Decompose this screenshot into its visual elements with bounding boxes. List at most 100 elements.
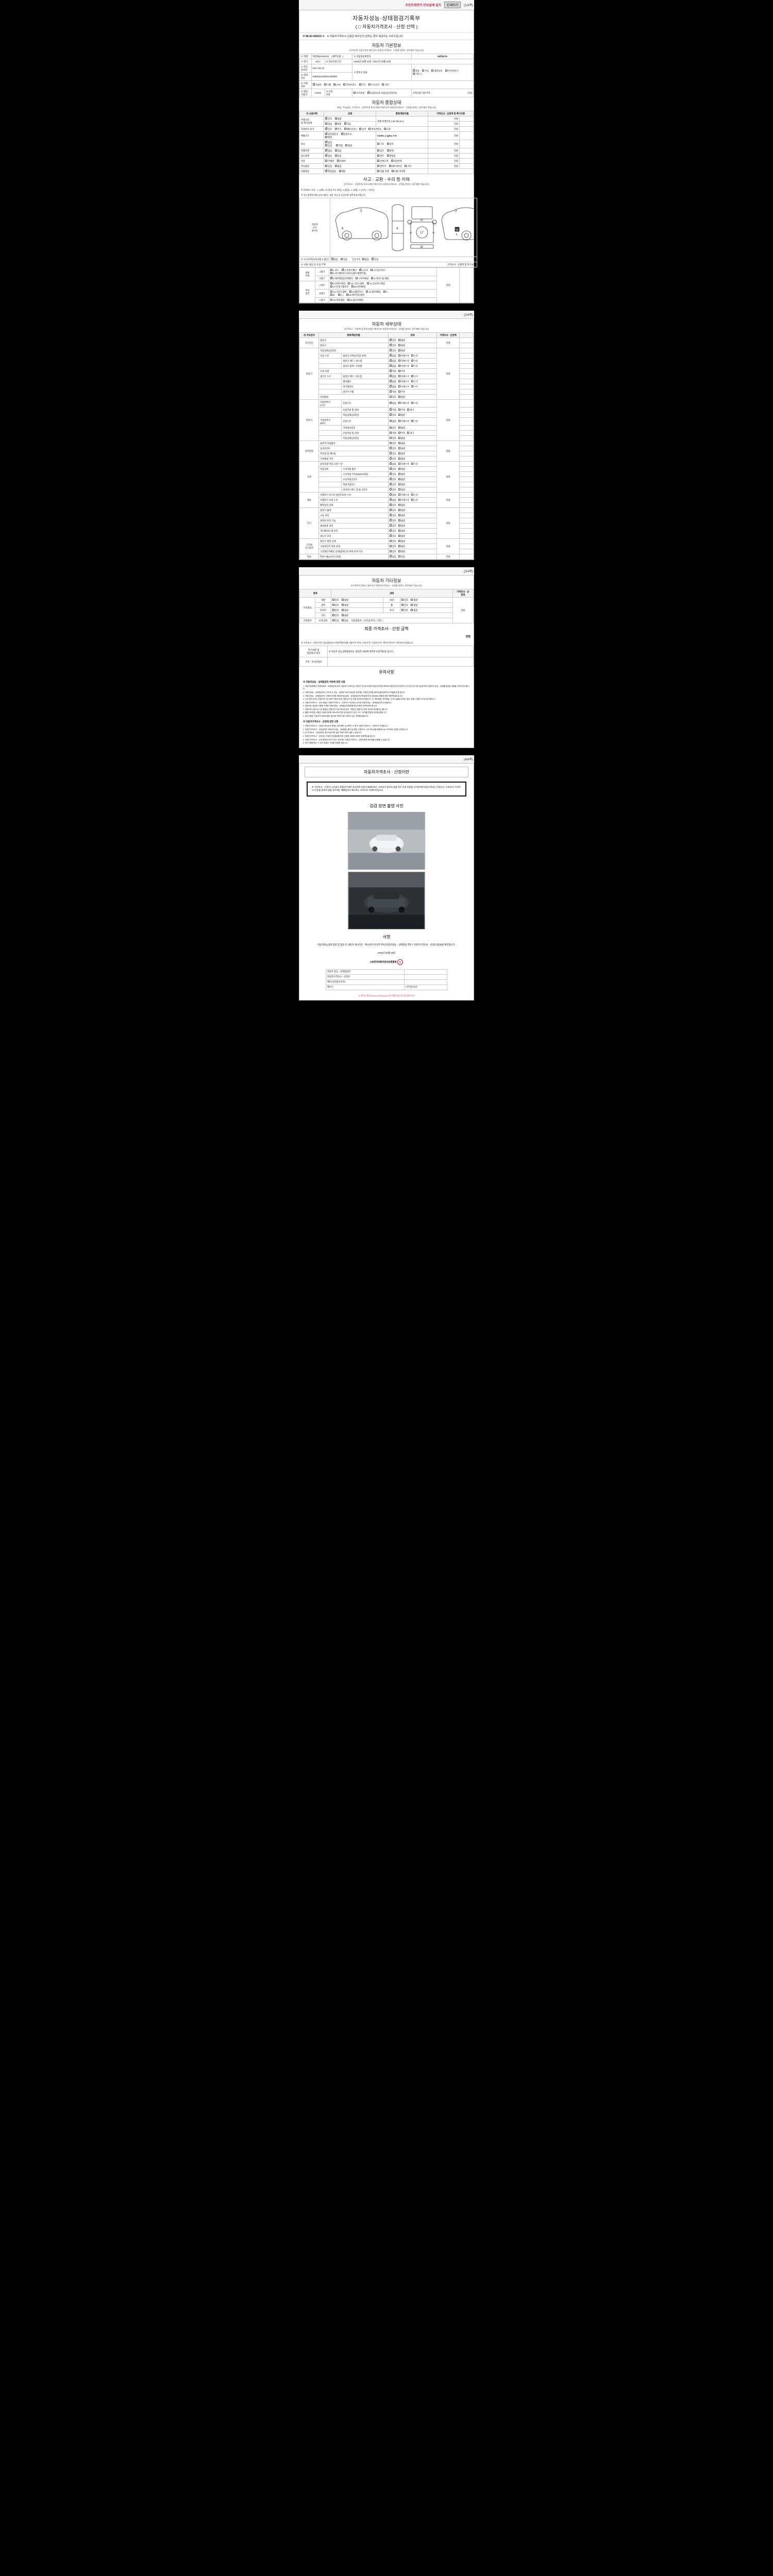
checkbox-icon[interactable]: [331, 257, 334, 260]
checkbox-icon[interactable]: [389, 446, 392, 449]
opt[interactable]: 양호: [389, 550, 396, 553]
opt[interactable]: 1.후드: [330, 269, 339, 272]
checkbox-icon[interactable]: [346, 293, 348, 296]
checkbox-icon[interactable]: [325, 144, 328, 146]
opt[interactable]: 양호: [389, 338, 396, 342]
checkbox-icon[interactable]: [401, 608, 404, 611]
checkbox-icon[interactable]: [335, 144, 338, 146]
checkbox-icon[interactable]: [325, 154, 328, 157]
checkbox-icon[interactable]: [325, 169, 328, 172]
checkbox-icon[interactable]: [325, 132, 328, 135]
checkbox-icon[interactable]: [333, 83, 336, 86]
opt[interactable]: 적음: [344, 122, 351, 126]
opt[interactable]: 있음: [325, 165, 332, 168]
checkbox-icon[interactable]: [389, 539, 392, 542]
opt[interactable]: 양호: [389, 529, 396, 533]
checkbox-icon[interactable]: [389, 359, 392, 362]
checkbox-icon[interactable]: [351, 285, 354, 287]
checkbox-icon[interactable]: [334, 164, 337, 167]
checkbox-icon[interactable]: [341, 598, 344, 601]
opt[interactable]: 무채색: [325, 160, 334, 163]
opt[interactable]: 누유: [411, 499, 418, 502]
checkbox-icon[interactable]: [411, 420, 414, 422]
opt[interactable]: 8.사이드실 패널: [371, 277, 389, 280]
print-button[interactable]: 인쇄하기: [444, 2, 461, 8]
opt[interactable]: 불량: [334, 117, 342, 121]
opt[interactable]: 구조: [377, 143, 384, 146]
checkbox-icon[interactable]: [332, 608, 334, 611]
opt[interactable]: 불량: [398, 437, 405, 440]
opt[interactable]: 탄화수소: [341, 132, 352, 136]
checkbox-icon[interactable]: [338, 293, 340, 296]
opt[interactable]: 해당: [339, 170, 346, 173]
checkbox-icon[interactable]: [398, 369, 400, 372]
opt[interactable]: 불량: [398, 468, 405, 471]
opt[interactable]: 미세누유: [398, 360, 409, 363]
checkbox-icon[interactable]: [337, 159, 339, 162]
checkbox-icon[interactable]: [398, 509, 400, 511]
checkbox-icon[interactable]: [407, 408, 410, 411]
checkbox-icon[interactable]: [411, 402, 414, 404]
opt[interactable]: 양호: [389, 472, 396, 476]
warranty-opt[interactable]: 보험사보증 보험사[신한손보]: [367, 91, 397, 95]
checkbox-icon[interactable]: [398, 359, 400, 362]
opt[interactable]: 미세누유: [398, 402, 409, 405]
checkbox-icon[interactable]: [359, 83, 361, 86]
checkbox-icon[interactable]: [398, 524, 400, 527]
checkbox-icon[interactable]: [412, 69, 415, 72]
checkbox-icon[interactable]: [330, 285, 333, 287]
checkbox-icon[interactable]: [371, 277, 374, 279]
fuel-opt[interactable]: 가솔린: [312, 82, 322, 87]
opt[interactable]: 양호: [389, 437, 396, 440]
checkbox-icon[interactable]: [398, 385, 400, 387]
checkbox-icon[interactable]: [398, 519, 400, 521]
checkbox-icon[interactable]: [341, 614, 344, 616]
opt[interactable]: 훼손(오손): [344, 128, 357, 131]
opt[interactable]: 부족: [398, 391, 405, 394]
opt[interactable]: 해당없음: [325, 169, 336, 173]
checkbox-icon[interactable]: [398, 457, 400, 460]
opt[interactable]: 불량: [411, 599, 417, 602]
opt[interactable]: 15.대쉬패널: [330, 299, 345, 302]
checkbox-icon[interactable]: [389, 426, 392, 429]
opt[interactable]: 불량: [398, 442, 405, 445]
checkbox-icon[interactable]: [398, 467, 400, 470]
opt[interactable]: 적정: [389, 389, 396, 394]
opt[interactable]: 불량: [398, 339, 405, 342]
checkbox-icon[interactable]: [389, 534, 392, 537]
opt[interactable]: 미세누유: [398, 499, 409, 502]
checkbox-icon[interactable]: [325, 159, 328, 162]
opt[interactable]: 미세누유: [398, 420, 409, 423]
checkbox-icon[interactable]: [389, 164, 391, 167]
checkbox-icon[interactable]: [398, 478, 400, 480]
checkbox-icon[interactable]: [398, 408, 400, 411]
checkbox-icon[interactable]: [389, 343, 392, 346]
opt[interactable]: C ): [338, 294, 344, 296]
checkbox-icon[interactable]: [398, 539, 400, 542]
opt[interactable]: 6.쿼터패널(리어휀다): [330, 276, 353, 280]
checkbox-icon[interactable]: [401, 603, 404, 606]
checkbox-icon[interactable]: [349, 290, 351, 293]
opt[interactable]: 있음: [372, 257, 378, 261]
opt[interactable]: 불량: [398, 504, 405, 507]
opt[interactable]: 있음: [334, 149, 342, 152]
opt[interactable]: 양호: [389, 396, 396, 399]
opt[interactable]: 있음: [341, 258, 347, 261]
trans-opt[interactable]: 수동: [422, 70, 429, 73]
checkbox-icon[interactable]: [398, 498, 400, 501]
print-notice[interactable]: 프린트화면이 안보일때 설치: [405, 4, 442, 7]
checkbox-icon[interactable]: [389, 374, 392, 377]
opt[interactable]: 없음: [325, 140, 332, 144]
checkbox-icon[interactable]: [389, 477, 392, 480]
opt[interactable]: 17.트렁크플로어: [330, 285, 349, 289]
opt[interactable]: 11.인사이드패널: [366, 282, 385, 285]
checkbox-icon[interactable]: [398, 555, 400, 557]
opt[interactable]: 양호: [332, 604, 339, 607]
opt[interactable]: 16.플로어패널: [347, 299, 363, 302]
fuel-opt[interactable]: 디젤: [324, 83, 331, 87]
opt[interactable]: 불량: [398, 540, 405, 543]
opt[interactable]: 누유: [411, 360, 418, 363]
checkbox-icon[interactable]: [398, 534, 400, 537]
opt[interactable]: 4.트렁크리드: [371, 269, 385, 272]
checkbox-icon[interactable]: [398, 472, 400, 475]
